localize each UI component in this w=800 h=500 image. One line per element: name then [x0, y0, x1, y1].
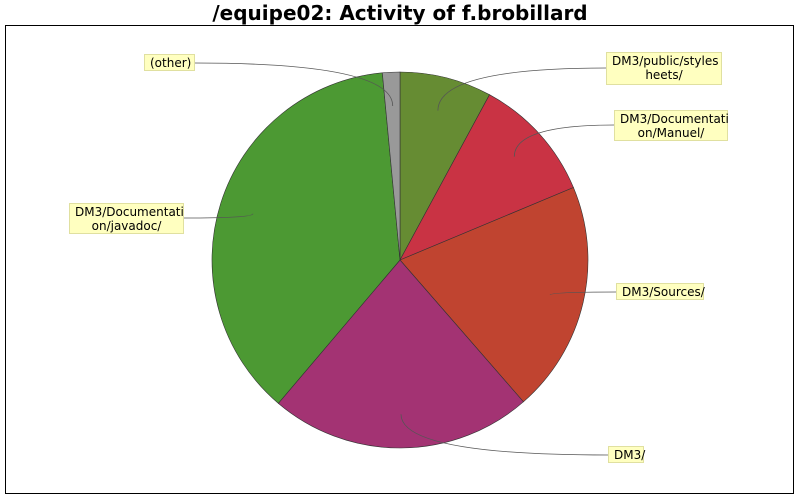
- pie-slice: [399, 71, 490, 261]
- slice-label: DM3/Documentati on/Manuel/: [614, 110, 729, 141]
- leader-line: [437, 67, 607, 111]
- leader-line: [400, 414, 609, 456]
- slice-label: DM3/Documentati on/javadoc/: [69, 203, 184, 234]
- pie-slice: [381, 71, 401, 261]
- chart-frame: [5, 25, 794, 494]
- chart-title: /equipe02: Activity of f.brobillard: [212, 1, 588, 25]
- pie-slice: [399, 94, 574, 261]
- pie-slice: [211, 72, 401, 404]
- leader-line: [194, 62, 394, 107]
- pie-slice: [399, 187, 589, 403]
- slice-label: DM3/public/styles heets/: [606, 52, 722, 85]
- slice-label: DM3/: [608, 446, 645, 463]
- leader-line: [513, 124, 615, 157]
- slice-label: DM3/Sources/: [616, 283, 705, 300]
- pie-slice: [277, 259, 524, 449]
- leader-line: [183, 213, 254, 219]
- leader-line: [549, 291, 617, 296]
- slice-label: (other): [144, 54, 195, 71]
